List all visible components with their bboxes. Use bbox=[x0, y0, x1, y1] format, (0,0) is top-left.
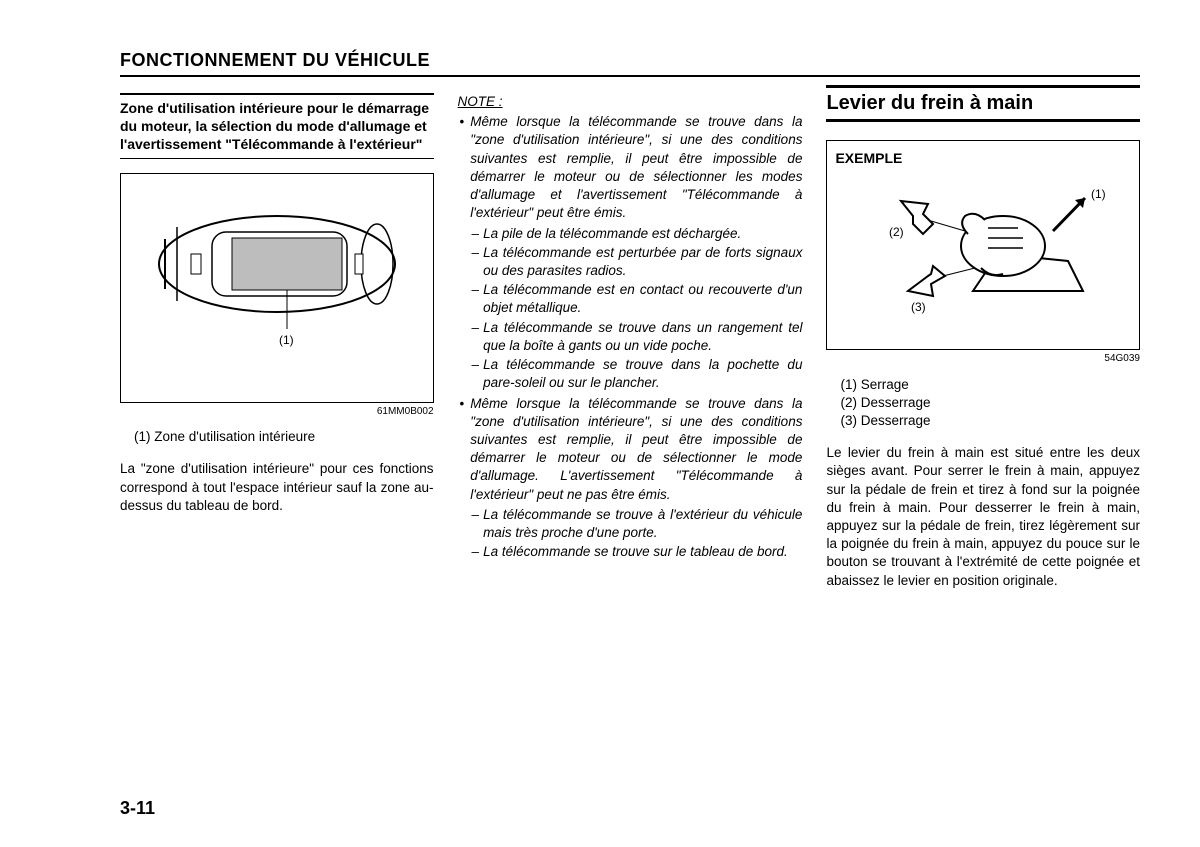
figure-car-zone: (1) bbox=[120, 173, 434, 403]
figure-handbrake: EXEMPLE (1) (2) bbox=[826, 140, 1140, 350]
fig1-label: (1) bbox=[279, 333, 294, 347]
note-label: NOTE : bbox=[458, 94, 503, 109]
legend-1: (1) Serrage bbox=[840, 376, 1140, 394]
column-left: Zone d'utilisation intérieure pour le dé… bbox=[120, 93, 434, 590]
hb-label-2: (2) bbox=[889, 225, 904, 239]
note-dash-2: La télécommande est perturbée par de for… bbox=[483, 244, 802, 280]
handbrake-title: Levier du frein à main bbox=[826, 85, 1140, 122]
figure-code-1: 61MM0B002 bbox=[120, 405, 434, 419]
legend-2: (2) Desserrage bbox=[840, 394, 1140, 412]
manual-page: FONCTIONNEMENT DU VÉHICULE Zone d'utilis… bbox=[0, 0, 1200, 847]
figure-code-2: 54G039 bbox=[826, 352, 1140, 366]
note-dash-5: La télécommande se trouve dans la pochet… bbox=[483, 356, 802, 392]
hb-label-1: (1) bbox=[1091, 187, 1106, 201]
zone-subheading: Zone d'utilisation intérieure pour le dé… bbox=[120, 99, 434, 154]
note-dash-6: La télécommande se trouve à l'extérieur … bbox=[483, 506, 802, 542]
chapter-title: FONCTIONNEMENT DU VÉHICULE bbox=[120, 50, 1140, 71]
column-center: NOTE : Même lorsque la télécommande se t… bbox=[458, 93, 803, 590]
note-dash-4: La télécommande se trouve dans un rangem… bbox=[483, 319, 802, 355]
column-right: Levier du frein à main EXEMPLE (1 bbox=[826, 93, 1140, 590]
handbrake-icon: (1) (2) (3) bbox=[853, 176, 1113, 326]
header-rule bbox=[120, 75, 1140, 77]
example-label: EXEMPLE bbox=[835, 149, 1131, 168]
zone-body-text: La "zone d'utilisation intérieure" pour … bbox=[120, 460, 434, 515]
handbrake-legend: (1) Serrage (2) Desserrage (3) Desserrag… bbox=[840, 376, 1140, 431]
hb-label-3: (3) bbox=[911, 300, 926, 314]
note-bullet-2: Même lorsque la télécommande se trouve d… bbox=[470, 395, 802, 504]
columns-wrap: Zone d'utilisation intérieure pour le dé… bbox=[120, 93, 1140, 590]
note-dash-1: La pile de la télécommande est déchargée… bbox=[483, 225, 741, 243]
subheading-box: Zone d'utilisation intérieure pour le dé… bbox=[120, 93, 434, 159]
legend-3: (3) Desserrage bbox=[840, 412, 1140, 430]
note-dash-7: La télécommande se trouve sur le tableau… bbox=[483, 543, 788, 561]
handbrake-body: Le levier du frein à main est situé entr… bbox=[826, 444, 1140, 590]
figure-caption: (1) Zone d'utilisation intérieure bbox=[134, 428, 434, 446]
car-top-icon: (1) bbox=[147, 194, 407, 354]
note-bullet-1: Même lorsque la télécommande se trouve d… bbox=[470, 113, 802, 222]
note-dash-3: La télécommande est en contact ou recouv… bbox=[483, 281, 802, 317]
page-number: 3-11 bbox=[120, 798, 155, 819]
